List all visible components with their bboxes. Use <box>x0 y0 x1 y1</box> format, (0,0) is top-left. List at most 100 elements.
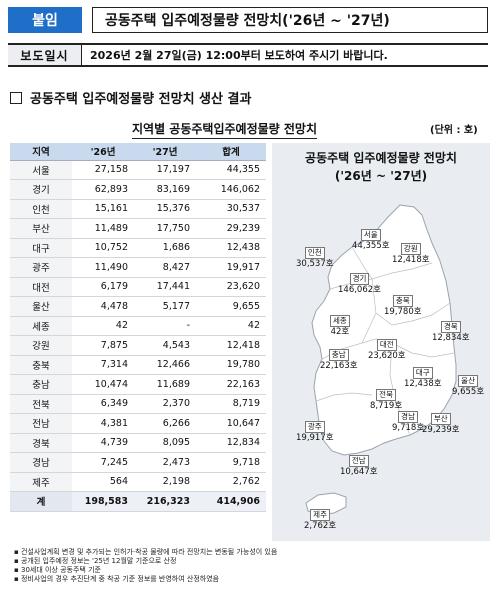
map-label-region: 울산 <box>458 375 478 387</box>
cell-2026: 198,583 <box>72 491 134 512</box>
map-label: 충북 19,780호 <box>384 295 422 317</box>
section-heading: 공동주택 입주예정물량 전망치 생산 결과 <box>10 88 251 107</box>
cell-region: 제주 <box>10 472 72 492</box>
map-label-value: 8,719호 <box>370 401 403 411</box>
map-label-region: 충북 <box>392 295 413 307</box>
cell-region: 대구 <box>10 238 72 258</box>
table-row: 인천 15,161 15,376 30,537 <box>10 199 266 219</box>
map-label: 대구 12,438호 <box>404 367 442 389</box>
map-label-region: 강원 <box>400 243 421 255</box>
map-label-value: 146,062호 <box>338 285 381 295</box>
cell-total: 30,537 <box>196 199 266 219</box>
cell-2027: 4,543 <box>134 335 196 356</box>
footnotes: 건설사업계획 변경 및 추가되는 인허가·착공 물량에 따라 전망치는 변동될 … <box>14 548 494 584</box>
cell-region: 대전 <box>10 277 72 297</box>
cell-region: 울산 <box>10 296 72 317</box>
release-bar: 보도일시 2026년 2월 27일(금) 12:00부터 보도하여 주시기 바랍… <box>8 43 488 67</box>
table-row: 대전 6,179 17,441 23,620 <box>10 277 266 297</box>
map-label: 경기 146,062호 <box>338 273 381 295</box>
map-label-region: 전남 <box>348 455 369 467</box>
table-row: 전남 4,381 6,266 10,647 <box>10 413 266 434</box>
table-row: 충북 7,314 12,466 19,780 <box>10 355 266 375</box>
cell-2027: 1,686 <box>134 238 196 258</box>
cell-total: 12,438 <box>196 238 266 258</box>
map-label-value: 42호 <box>330 327 350 337</box>
cell-2026: 42 <box>72 316 134 336</box>
map-label-value: 10,647호 <box>340 467 378 477</box>
cell-2027: 83,169 <box>134 179 196 200</box>
map-label: 울산 9,655호 <box>452 375 484 397</box>
table-row: 경남 7,245 2,473 9,718 <box>10 452 266 473</box>
map-label: 광주 19,917호 <box>296 421 334 443</box>
document-header: 붙임 공동주택 입주예정물량 전망치('26년 ~ '27년) <box>8 7 488 33</box>
forecast-table: 지역 '26년 '27년 합계 서울 27,158 17,197 44,355 경기 62… <box>10 143 266 512</box>
map-label-value: 2,762호 <box>304 521 337 531</box>
col-header-total: 합계 <box>196 143 266 161</box>
map-label: 경남 9,718호 <box>392 411 424 433</box>
map-label: 전북 8,719호 <box>370 389 402 411</box>
cell-region: 세종 <box>10 316 72 336</box>
table-row: 서울 27,158 17,197 44,355 <box>10 160 266 180</box>
table-row: 대구 10,752 1,686 12,438 <box>10 238 266 258</box>
cell-2026: 62,893 <box>72 179 134 200</box>
map-label: 제주 2,762호 <box>304 509 336 531</box>
cell-region: 인천 <box>10 199 72 219</box>
map-label-value: 12,438호 <box>404 379 442 389</box>
cell-2027: 2,473 <box>134 452 196 473</box>
cell-2026: 11,489 <box>72 218 134 239</box>
map-label-value: 19,917호 <box>296 433 334 443</box>
cell-region: 전남 <box>10 413 72 434</box>
map-title-line2: ('26년 ~ '27년) <box>334 169 428 183</box>
map-label: 서울 44,355호 <box>352 229 390 251</box>
cell-region: 서울 <box>10 160 72 180</box>
map-label: 부산 29,239호 <box>422 413 460 435</box>
cell-2027: 15,376 <box>134 199 196 219</box>
cell-2026: 7,875 <box>72 335 134 356</box>
cell-region: 경남 <box>10 452 72 473</box>
table-row: 충남 10,474 11,689 22,163 <box>10 374 266 395</box>
cell-2026: 15,161 <box>72 199 134 219</box>
map-label-value: 9,655호 <box>452 387 485 397</box>
map-label: 충남 22,163호 <box>320 349 358 371</box>
cell-2027: 216,323 <box>134 491 196 512</box>
cell-2027: 2,198 <box>134 472 196 492</box>
table-title: 지역별 공동주택입주예정물량 전망치 <box>132 120 317 139</box>
release-label: 보도일시 <box>8 45 82 65</box>
table-header-row: 지역 '26년 '27년 합계 <box>10 143 266 161</box>
map-label: 전남 10,647호 <box>340 455 378 477</box>
cell-2026: 564 <box>72 472 134 492</box>
checkbox-square-icon <box>10 91 22 104</box>
map-label-value: 23,620호 <box>368 351 406 361</box>
cell-2027: - <box>134 316 196 336</box>
cell-total: 8,719 <box>196 394 266 414</box>
cell-2026: 10,474 <box>72 374 134 395</box>
cell-region: 부산 <box>10 218 72 239</box>
map-label-region: 경북 <box>440 321 461 333</box>
unit-label: (단위 : 호) <box>430 125 478 136</box>
cell-region: 전북 <box>10 394 72 414</box>
cell-region: 계 <box>10 491 72 512</box>
cell-region: 충북 <box>10 355 72 375</box>
map-label-region: 대구 <box>412 367 433 379</box>
release-text: 2026년 2월 27일(금) 12:00부터 보도하여 주시기 바랍니다. <box>90 49 388 62</box>
table-row: 제주 564 2,198 2,762 <box>10 472 266 492</box>
cell-2026: 4,739 <box>72 433 134 453</box>
table-row: 광주 11,490 8,427 19,917 <box>10 257 266 278</box>
cell-region: 경기 <box>10 179 72 200</box>
footnote-item: 30세대 이상 공동주택 기준 <box>14 566 494 575</box>
map-title: 공동주택 입주예정물량 전망치 ('26년 ~ '27년) <box>272 149 490 185</box>
map-label-region: 서울 <box>360 229 381 241</box>
map-label-value: 12,418호 <box>392 255 430 265</box>
col-header-2026: '26년 <box>72 143 134 161</box>
map-label-value: 22,163호 <box>320 361 358 371</box>
cell-total: 19,917 <box>196 257 266 278</box>
cell-2026: 7,314 <box>72 355 134 375</box>
cell-2026: 4,381 <box>72 413 134 434</box>
map-label-region: 세종 <box>330 315 350 327</box>
map-label-value: 29,239호 <box>422 425 460 435</box>
table-body: 서울 27,158 17,197 44,355 경기 62,893 83,169 146,06… <box>10 160 266 512</box>
cell-2027: 17,197 <box>134 160 196 180</box>
cell-2026: 6,179 <box>72 277 134 297</box>
cell-total: 23,620 <box>196 277 266 297</box>
table-row: 전북 6,349 2,370 8,719 <box>10 394 266 414</box>
